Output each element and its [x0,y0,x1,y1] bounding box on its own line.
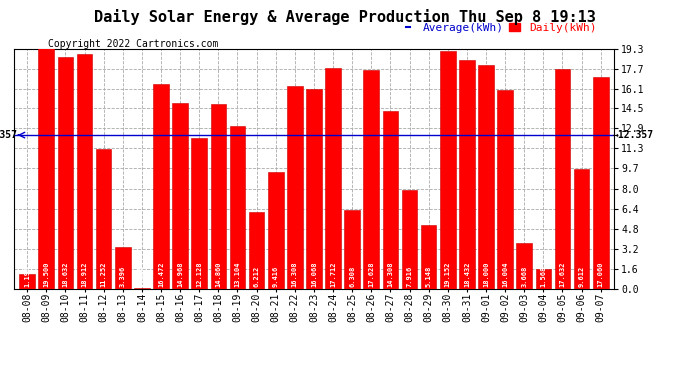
Text: 17.060: 17.060 [598,261,604,287]
Bar [459,60,475,289]
Text: 17.712: 17.712 [330,261,336,287]
Text: 18.912: 18.912 [81,261,88,287]
Bar [402,190,417,289]
Bar [535,269,551,289]
Text: 1.568: 1.568 [540,266,546,287]
Bar [39,46,54,289]
Text: 14.308: 14.308 [387,261,393,287]
Text: 18.000: 18.000 [483,261,489,287]
Bar [96,149,112,289]
Text: 14.860: 14.860 [215,261,221,287]
Bar [364,69,379,289]
Text: 9.416: 9.416 [273,266,279,287]
Bar [497,90,513,289]
Bar [191,138,207,289]
Bar [440,51,455,289]
Text: Daily Solar Energy & Average Production Thu Sep 8 19:13: Daily Solar Energy & Average Production … [94,9,596,26]
Text: 7.916: 7.916 [406,266,413,287]
Text: 16.004: 16.004 [502,261,508,287]
Text: 3.668: 3.668 [521,266,527,287]
Text: →12.357: →12.357 [613,130,654,140]
Text: 6.212: 6.212 [254,266,259,287]
Bar [478,65,494,289]
Text: 3.396: 3.396 [120,266,126,287]
Text: ← 12.357: ← 12.357 [0,130,17,140]
Text: 11.252: 11.252 [101,261,107,287]
Text: 19.152: 19.152 [445,261,451,287]
Text: 18.632: 18.632 [62,261,68,287]
Bar [210,104,226,289]
Text: 12.128: 12.128 [196,261,202,287]
Bar [77,54,92,289]
Text: 0.096: 0.096 [139,266,145,287]
Bar [172,103,188,289]
Bar [382,111,398,289]
Text: Copyright 2022 Cartronics.com: Copyright 2022 Cartronics.com [48,39,219,50]
Text: 17.632: 17.632 [560,261,566,287]
Bar [153,84,169,289]
Bar [555,69,571,289]
Bar [344,210,360,289]
Bar [593,76,609,289]
Text: 18.432: 18.432 [464,261,470,287]
Bar [574,169,589,289]
Text: 16.068: 16.068 [311,261,317,287]
Bar [249,211,264,289]
Text: 16.308: 16.308 [292,261,298,287]
Text: 6.308: 6.308 [349,266,355,287]
Text: 19.500: 19.500 [43,261,49,287]
Text: 1.196: 1.196 [24,266,30,287]
Text: 9.612: 9.612 [579,266,584,287]
Bar [268,172,284,289]
Bar [516,243,532,289]
Bar [57,57,73,289]
Text: 16.472: 16.472 [158,261,164,287]
Text: 17.628: 17.628 [368,261,374,287]
Legend: Average(kWh), Daily(kWh): Average(kWh), Daily(kWh) [402,23,597,33]
Bar [115,246,130,289]
Bar [19,274,35,289]
Bar [287,86,303,289]
Bar [325,69,341,289]
Text: 14.968: 14.968 [177,261,183,287]
Bar [421,225,437,289]
Text: 5.148: 5.148 [426,266,432,287]
Bar [306,89,322,289]
Bar [230,126,246,289]
Bar [134,288,150,289]
Text: 13.104: 13.104 [235,261,241,287]
